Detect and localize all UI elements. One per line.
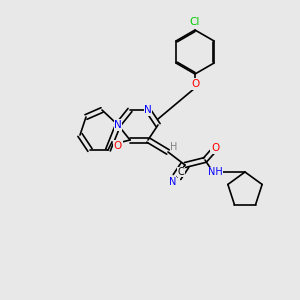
Text: C: C	[178, 167, 184, 177]
Text: N: N	[114, 120, 122, 130]
Text: NH: NH	[208, 167, 222, 177]
Text: O: O	[114, 141, 122, 151]
Text: O: O	[211, 143, 219, 153]
Text: Cl: Cl	[190, 17, 200, 27]
Text: H: H	[170, 142, 178, 152]
Text: N: N	[169, 177, 177, 187]
Text: O: O	[191, 79, 199, 89]
Text: N: N	[144, 105, 152, 115]
